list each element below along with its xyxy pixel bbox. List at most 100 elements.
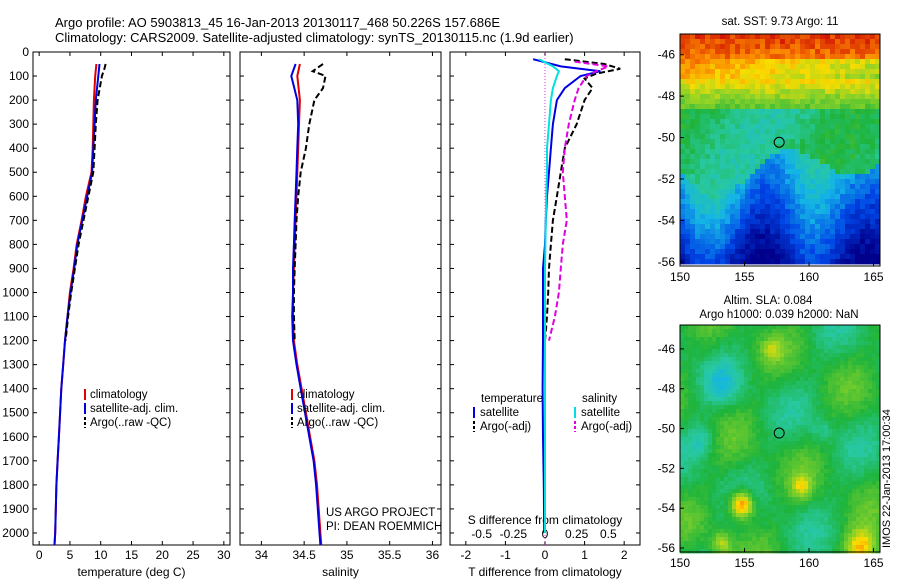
sla_map-cell [708,537,713,542]
sla_map-cell [788,373,793,378]
sla_map-cell [732,533,737,538]
sla_map-cell [872,525,877,530]
sla_map-cell [692,461,697,466]
sla_map-cell [848,357,853,362]
sla_map-cell [768,453,773,458]
sla_map-cell [772,385,777,390]
sla_map-cell [804,353,809,358]
sst_map-cell [740,84,746,90]
sla_map-cell [776,425,781,430]
sla_map-cell [752,505,757,510]
sst_map-cell [860,99,866,105]
sla_map-cell [736,469,741,474]
sla_map-cell [876,517,881,522]
sla_map-cell [724,365,729,370]
sla_map-cell [828,345,833,350]
sla_map-cell [752,541,757,546]
sla_map-cell [680,357,685,362]
sla_map-cell [712,453,717,458]
sla_map-cell [756,513,761,518]
sla_map-cell [808,345,813,350]
sla_map-cell [760,509,765,514]
sla_map-cell [712,401,717,406]
sla_map-cell [844,489,849,494]
sst_map-cell [720,184,726,190]
sla_map-cell [852,453,857,458]
sla_map-cell [836,493,841,498]
sla_map-cell [772,425,777,430]
sla_map-cell [836,517,841,522]
sst_map-cell [695,159,701,165]
sla_map-cell [864,481,869,486]
sst_map-cell [690,104,696,110]
sla_map-cell [876,505,881,510]
sla_map-cell [848,393,853,398]
sst_map-cell [735,204,741,210]
sst_map-cell [810,209,816,215]
sst_map-cell [705,179,711,185]
sst_map-cell [825,189,831,195]
sst_map-cell [830,134,836,140]
sst_map-cell [825,259,831,265]
sst_map-cell [870,224,876,230]
sla_map-cell [808,385,813,390]
sla_map-cell [780,449,785,454]
sla_map-cell [680,329,685,334]
sla_map-cell [728,505,733,510]
sla_map-cell [812,349,817,354]
sla_map-cell [776,393,781,398]
sla_map-cell [872,413,877,418]
sla_map-cell [772,333,777,338]
sla_map-cell [752,525,757,530]
sla_map-cell [804,405,809,410]
sst_map-cell [785,119,791,125]
sla_map-cell [796,361,801,366]
sla_map-cell [716,541,721,546]
sst_map-cell [845,204,851,210]
sst_map-cell [685,224,691,230]
sla_map-cell [728,473,733,478]
sla_map-cell [872,457,877,462]
sst_map-cell [830,59,836,65]
sla_map-cell [832,333,837,338]
sst_map-cell [770,184,776,190]
sla_map-cell [736,389,741,394]
sst_map-cell [850,149,856,155]
sst_map-cell [820,204,826,210]
sla_map-cell [808,333,813,338]
sla_map-cell [848,521,853,526]
difference-legend-entry: satellite [480,407,519,419]
sla_map-cell [768,541,773,546]
sla_map-cell [800,453,805,458]
sla_map-cell [796,457,801,462]
sst_map-cell [865,34,871,40]
sla_map-cell [744,549,749,554]
sla_map-cell [788,437,793,442]
sla_map-cell [864,469,869,474]
sst_map-cell [790,54,796,60]
sla_map-cell [768,473,773,478]
sla_map-cell [864,449,869,454]
sst_map-cell [740,39,746,45]
sla_map-cell [820,365,825,370]
sla_map-cell [796,349,801,354]
sst_map-cell [710,74,716,80]
sla_map-cell [688,361,693,366]
sla_map-cell [744,329,749,334]
sla_map-cell [796,389,801,394]
sla_map-cell [840,457,845,462]
sla_map-cell [828,497,833,502]
sst_map-cell [790,214,796,220]
sst_map-cell [710,94,716,100]
sst_map-cell [785,89,791,95]
sla_map-cell [856,373,861,378]
sla_map-cell [828,365,833,370]
sla_map-cell [752,357,757,362]
sla_map-cell [772,477,777,482]
sst_map-cell [840,164,846,170]
sla_map-cell [704,521,709,526]
sla_map-cell [812,393,817,398]
sst_map-cell [780,109,786,115]
sla_map-cell [836,537,841,542]
sla_map-cell [776,505,781,510]
